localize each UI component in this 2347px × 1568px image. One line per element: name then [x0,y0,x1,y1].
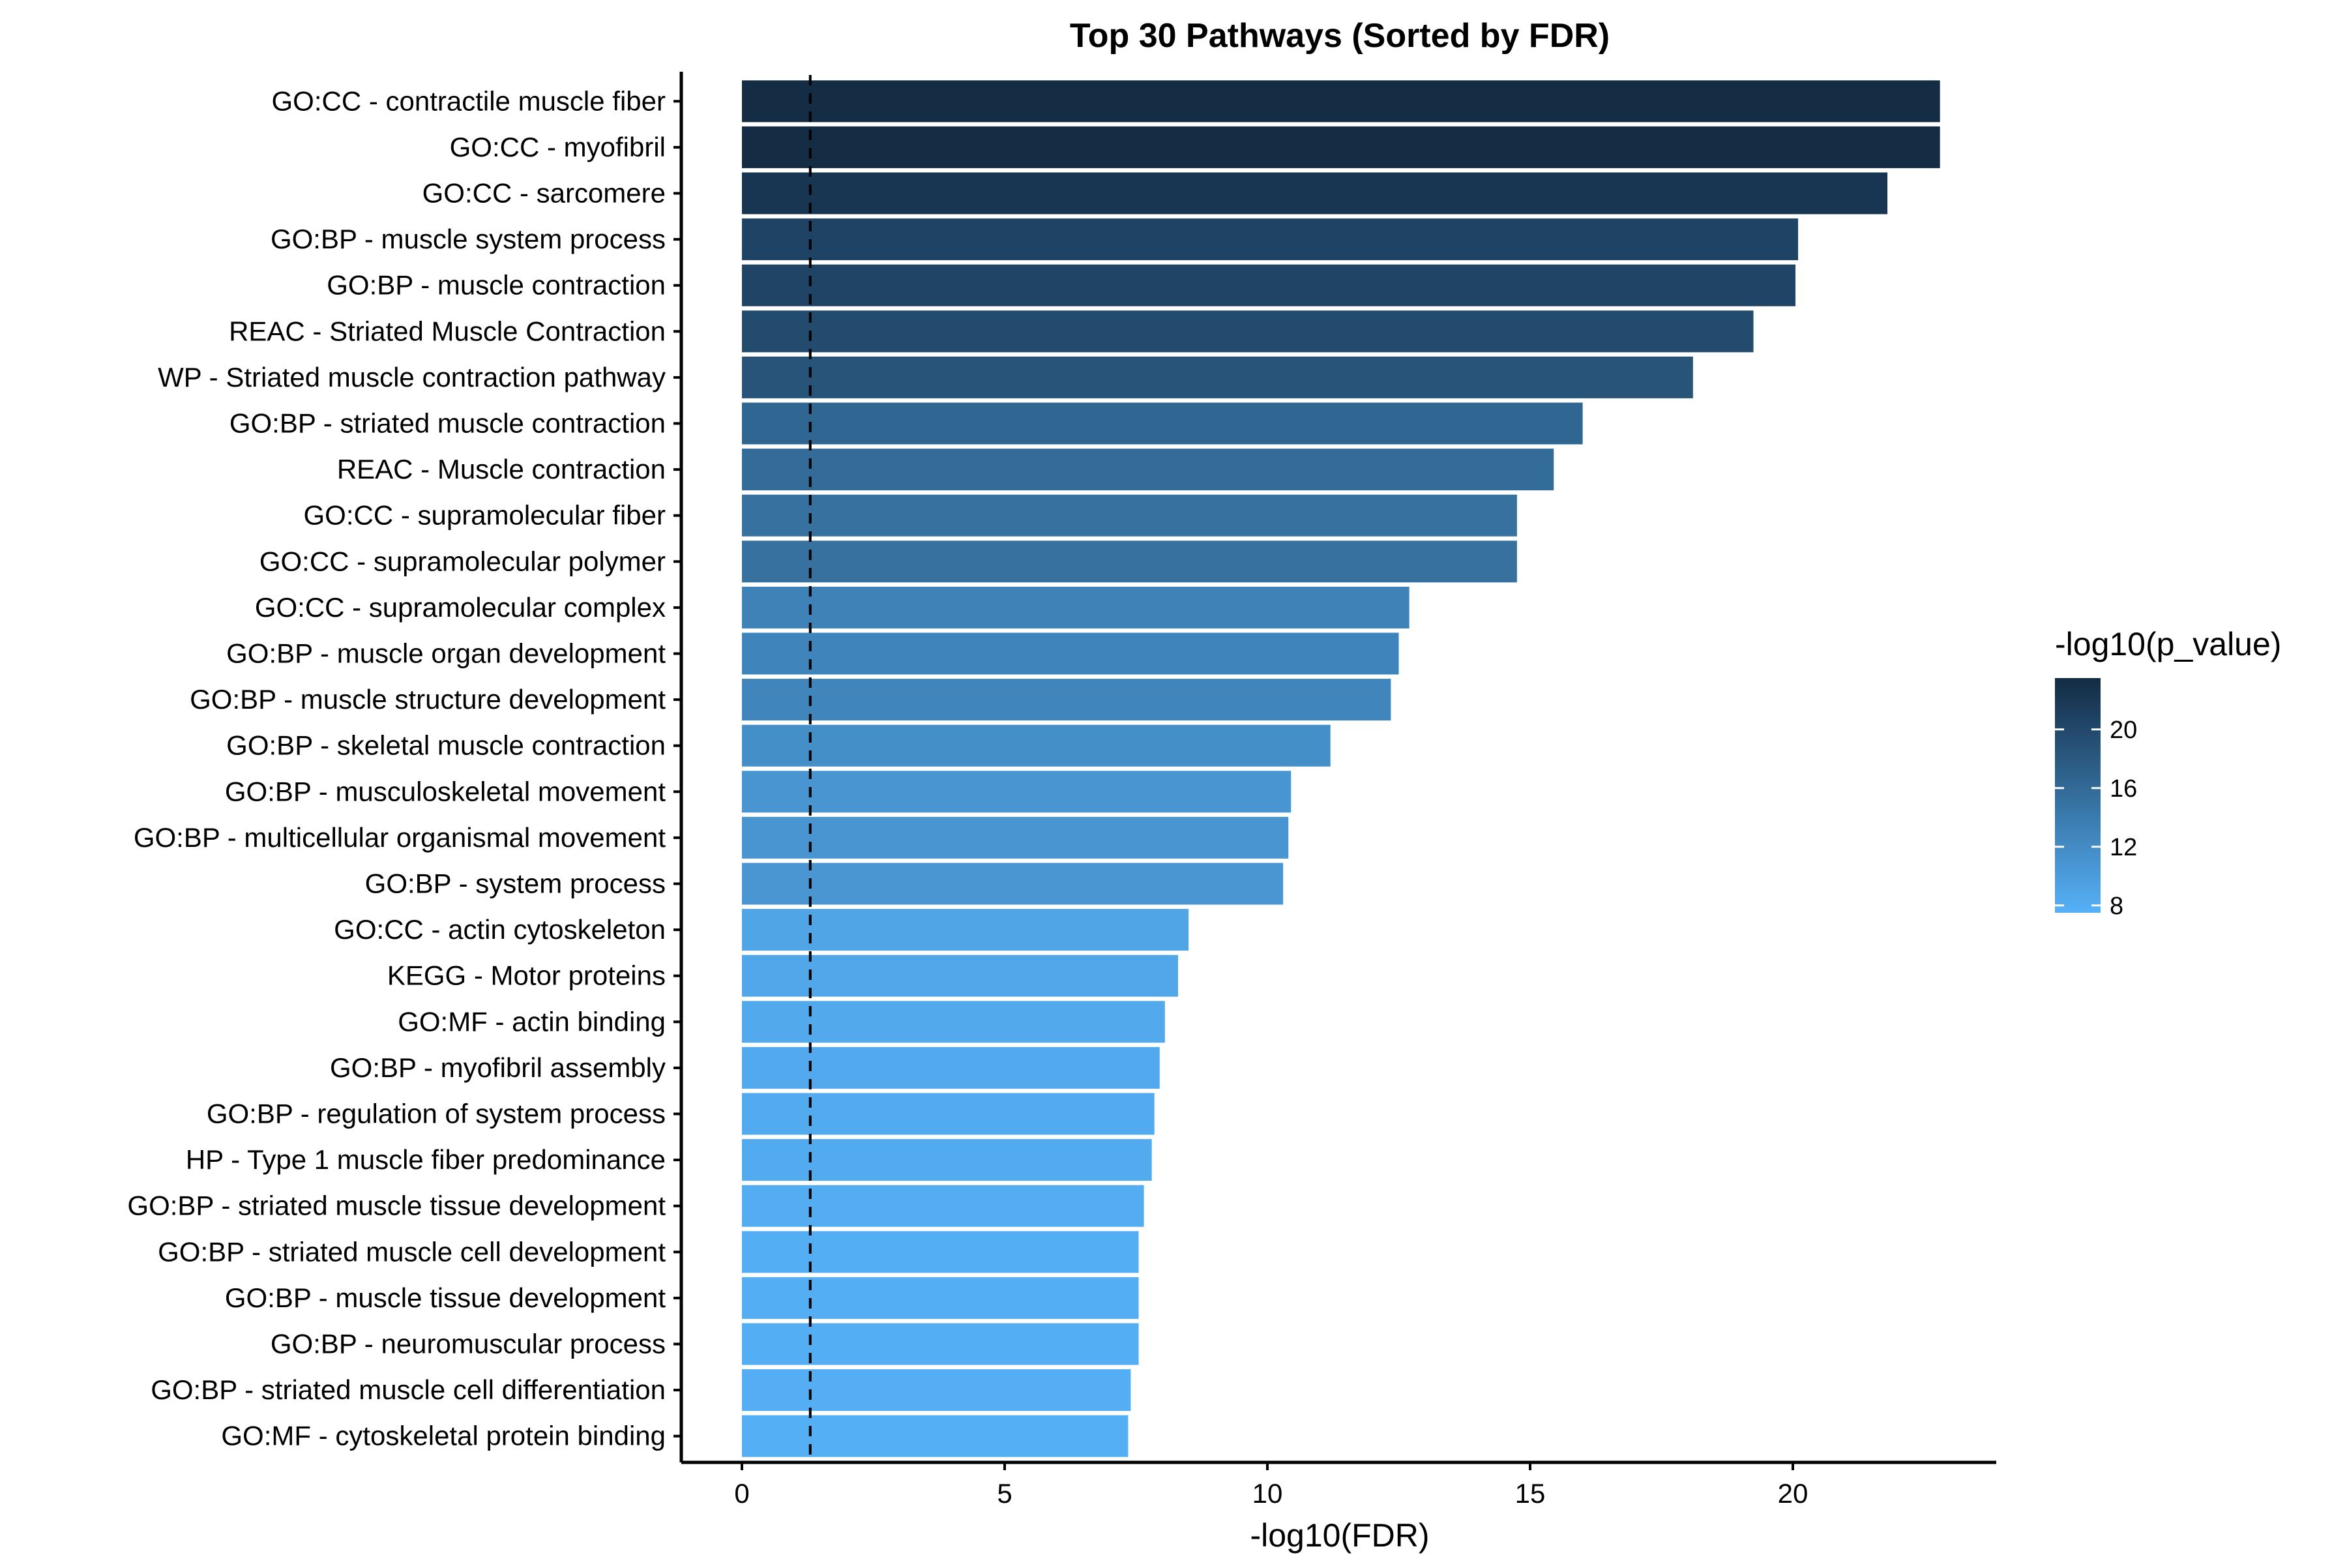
y-tick-label: GO:BP - muscle tissue development [225,1282,666,1313]
y-tick-label: GO:BP - muscle structure development [190,684,666,715]
x-tick-label: 0 [734,1478,749,1509]
bar [742,909,1189,951]
bar [742,954,1178,997]
bar [742,1231,1139,1273]
y-tick-label: GO:MF - cytoskeletal protein binding [221,1421,666,1451]
x-tick-label: 15 [1515,1478,1546,1509]
bar [742,632,1399,675]
y-tick-label: REAC - Muscle contraction [337,454,666,484]
y-tick-label: GO:BP - neuromuscular process [271,1329,666,1359]
bar [742,1093,1155,1135]
y-tick-label: GO:BP - striated muscle contraction [229,408,666,439]
y-tick-label: GO:BP - striated muscle tissue developme… [127,1191,666,1221]
bar [742,816,1289,859]
y-tick-label: GO:CC - sarcomere [422,178,666,209]
bar [742,172,1888,214]
bar [742,1139,1152,1181]
legend-tick-label: 20 [2110,717,2137,744]
y-tick-label: GO:BP - muscle system process [271,224,666,254]
y-tick-label: GO:CC - contractile muscle fiber [272,85,666,116]
bar [742,863,1284,905]
bar [742,1415,1129,1457]
y-tick-label: WP - Striated muscle contraction pathway [158,362,666,392]
bar [742,264,1796,306]
bar [742,356,1693,398]
y-tick-label: GO:CC - supramolecular polymer [259,546,666,576]
bar [742,771,1292,813]
y-tick-label: GO:CC - supramolecular complex [255,592,666,623]
y-tick-label: GO:BP - muscle contraction [327,270,666,301]
legend-tick-label: 16 [2110,775,2137,803]
y-tick-label: GO:CC - myofibril [450,132,666,162]
x-axis: 0 5 10 15 20 [681,1460,1996,1509]
bar [742,1001,1165,1043]
y-tick-label: GO:BP - regulation of system process [207,1099,666,1129]
bar [742,449,1554,491]
bar [742,1369,1131,1412]
bars-layer [742,80,1940,1457]
x-tick-label: 5 [997,1478,1012,1509]
chart-title: Top 30 Pathways (Sorted by FDR) [1070,17,1610,55]
x-tick-label: 10 [1252,1478,1283,1509]
y-tick-label: REAC - Striated Muscle Contraction [229,316,666,346]
bar [742,402,1583,445]
y-tick-label: GO:CC - supramolecular fiber [304,500,666,531]
legend-tick-label: 8 [2110,893,2123,920]
x-axis-title: -log10(FDR) [1250,1517,1429,1554]
x-tick-label: 20 [1778,1478,1808,1509]
y-tick-label: GO:BP - striated muscle cell development [158,1236,666,1267]
legend-colorbar [2055,678,2101,913]
bar [742,1323,1139,1365]
bar [742,218,1799,261]
y-tick-label: GO:CC - actin cytoskeleton [334,914,666,945]
bar [742,540,1517,583]
legend-tick-label: 12 [2110,834,2137,861]
bar [742,1277,1139,1319]
y-tick-label: GO:BP - system process [365,868,666,899]
bar [742,80,1940,123]
bar [742,126,1940,168]
legend-title: -log10(p_value) [2055,626,2281,662]
bar [742,1046,1160,1089]
bar [742,679,1391,721]
y-tick-label: GO:BP - striated muscle cell differentia… [151,1374,666,1405]
y-tick-label: HP - Type 1 muscle fiber predominance [186,1144,666,1175]
bar [742,724,1331,767]
y-tick-label: GO:BP - myofibril assembly [330,1052,666,1083]
y-tick-label: GO:BP - musculoskeletal movement [225,776,666,806]
y-tick-label: GO:MF - actin binding [398,1006,666,1037]
bar [742,586,1410,629]
y-tick-label: KEGG - Motor proteins [387,960,666,991]
color-legend: -log10(p_value) 8 12 16 20 [2055,626,2281,920]
y-tick-label: GO:BP - skeletal muscle contraction [226,730,666,761]
y-tick-label: GO:BP - muscle organ development [226,638,666,669]
bar [742,494,1517,537]
bar [742,1185,1144,1227]
y-tick-label: GO:BP - multicellular organismal movemen… [134,822,666,853]
y-axis: GO:CC - contractile muscle fiber GO:CC - … [127,72,683,1462]
bar [742,310,1754,353]
